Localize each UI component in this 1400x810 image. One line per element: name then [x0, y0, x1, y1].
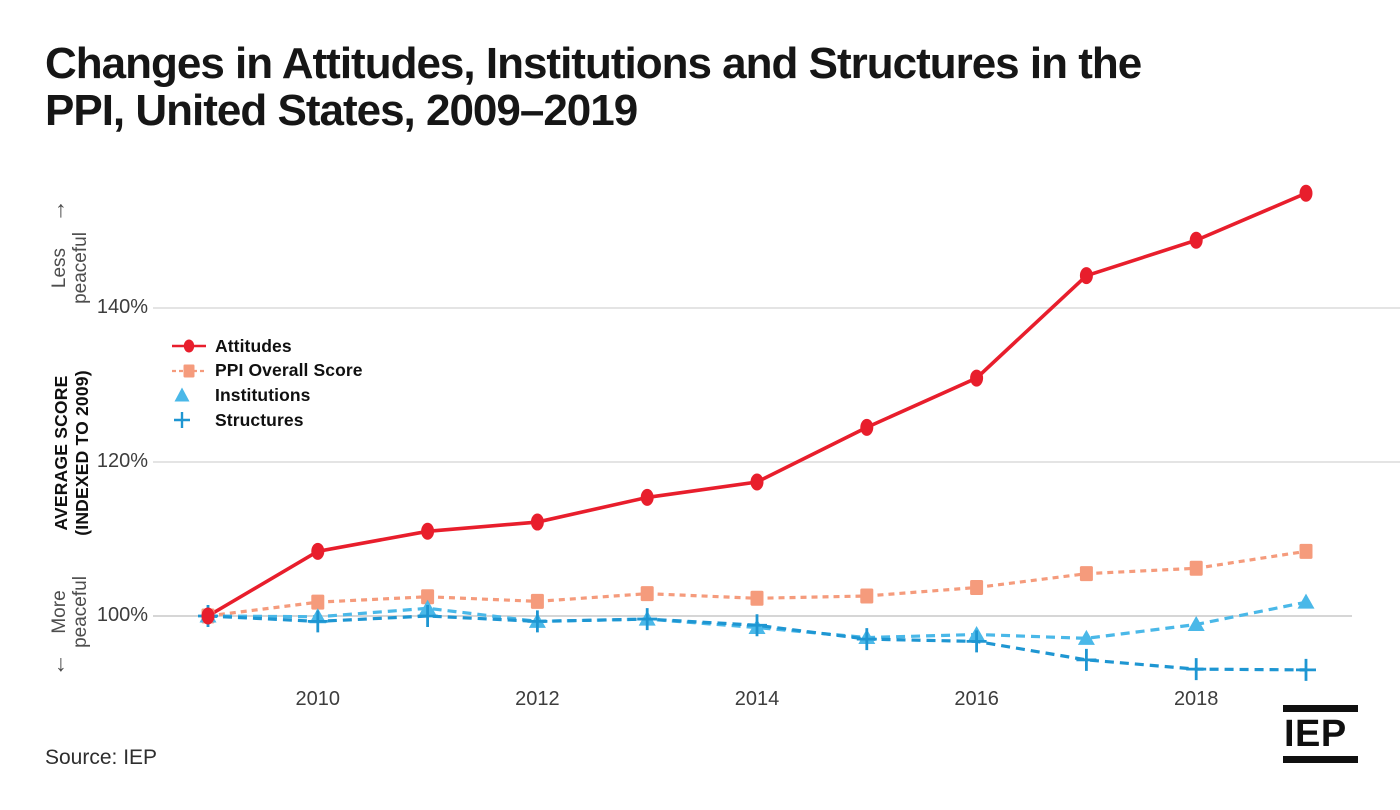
legend-item-structures: Structures: [172, 408, 363, 433]
legend-item-attitudes: Attitudes: [172, 334, 363, 359]
data-point-attitudes-2017: [1079, 267, 1093, 285]
data-point-attitudes-2018: [1189, 231, 1203, 249]
data-point-institutions-2017: [1077, 629, 1095, 645]
chart-title-line-1: Changes in Attitudes, Institutions and S…: [45, 39, 1142, 88]
legend-marker-ppi-overall-score-icon: [172, 364, 206, 378]
chart-title: Changes in Attitudes, Institutions and S…: [45, 40, 1375, 134]
data-point-structures-2011: [417, 605, 438, 627]
data-point-structures-2013: [637, 608, 658, 631]
legend-marker-shape: [183, 339, 195, 353]
data-point-structures-2016: [966, 630, 987, 653]
legend: Attitudes PPI Overall Score Institutions St…: [172, 334, 363, 432]
data-point-ppi-overall-score-2012: [530, 593, 544, 609]
iep-logo-text: IEP: [1284, 713, 1347, 755]
data-point-attitudes-2013: [640, 488, 654, 506]
data-point-ppi-overall-score-2013: [640, 586, 654, 602]
chart-title-line-2: PPI, United States, 2009–2019: [45, 86, 638, 135]
data-point-structures-2015: [856, 628, 877, 651]
legend-marker-shape: [174, 412, 190, 429]
data-point-ppi-overall-score-2014: [750, 590, 764, 606]
iep-logo-bottom-bar: [1283, 756, 1358, 763]
data-point-structures-2018: [1186, 658, 1207, 681]
data-point-structures-2010: [307, 610, 328, 633]
data-point-attitudes-2014: [750, 473, 764, 491]
data-point-structures-2019: [1296, 658, 1316, 681]
data-point-structures-2017: [1076, 648, 1097, 671]
legend-marker-attitudes-icon: [172, 339, 206, 353]
data-point-attitudes-2009: [201, 607, 215, 625]
less-peaceful-label: Less peaceful: [49, 188, 91, 348]
data-point-attitudes-2011: [421, 522, 435, 540]
x-axis-tick-label: 2016: [954, 688, 999, 710]
y-axis-tick-label: 120%: [96, 450, 148, 472]
data-point-ppi-overall-score-2019: [1299, 543, 1313, 559]
legend-item-ppi-overall-score: PPI Overall Score: [172, 359, 363, 384]
less-peaceful-line-1: Less: [49, 247, 70, 289]
data-point-ppi-overall-score-2011: [421, 589, 435, 605]
data-point-ppi-overall-score-2015: [860, 588, 874, 604]
legend-item-institutions: Institutions: [172, 383, 363, 408]
x-axis-tick-label: 2010: [295, 688, 341, 710]
series-ppi-overall-score-line: [207, 549, 1307, 618]
x-axis-tick-label: 2014: [734, 688, 780, 710]
source-text: Source: IEP: [45, 746, 158, 769]
legend-marker-structures-icon: [174, 412, 190, 429]
series-attitudes-line: [207, 191, 1307, 618]
data-point-attitudes-2010: [311, 542, 325, 560]
legend-label: Institutions: [215, 384, 311, 405]
y-axis-tick-label: 100%: [96, 604, 148, 626]
data-point-structures-2014: [747, 614, 767, 637]
data-point-attitudes-2019: [1299, 184, 1313, 202]
data-point-institutions-2019: [1297, 593, 1315, 609]
up-arrow-icon: ↑: [55, 196, 67, 222]
less-peaceful-line-2: peaceful: [70, 232, 91, 304]
data-point-attitudes-2012: [530, 513, 544, 531]
data-point-structures-2012: [527, 610, 548, 633]
series-structures-line: [207, 614, 1307, 672]
iep-logo: IEP: [1283, 705, 1358, 763]
legend-marker-shape: [174, 387, 190, 402]
down-arrow-icon: ↓: [55, 650, 67, 676]
legend-label: Attitudes: [215, 335, 292, 356]
iep-logo-top-bar: [1283, 705, 1358, 712]
y-axis-tick-label: 140%: [96, 296, 148, 318]
data-point-attitudes-2016: [970, 369, 984, 387]
legend-label: PPI Overall Score: [215, 360, 363, 381]
legend-label: Structures: [215, 409, 304, 430]
x-axis-tick-label: 2018: [1173, 688, 1219, 710]
legend-marker-shape: [183, 364, 195, 378]
data-point-attitudes-2015: [860, 418, 874, 436]
legend-marker-institutions-icon: [174, 387, 190, 402]
data-point-ppi-overall-score-2017: [1079, 566, 1093, 582]
data-point-ppi-overall-score-2010: [311, 594, 325, 610]
x-axis-tick-label: 2012: [515, 688, 560, 710]
series-institutions-line: [207, 600, 1307, 640]
data-point-ppi-overall-score-2018: [1189, 560, 1203, 576]
data-point-institutions-2018: [1187, 615, 1205, 631]
data-point-ppi-overall-score-2016: [970, 580, 984, 596]
